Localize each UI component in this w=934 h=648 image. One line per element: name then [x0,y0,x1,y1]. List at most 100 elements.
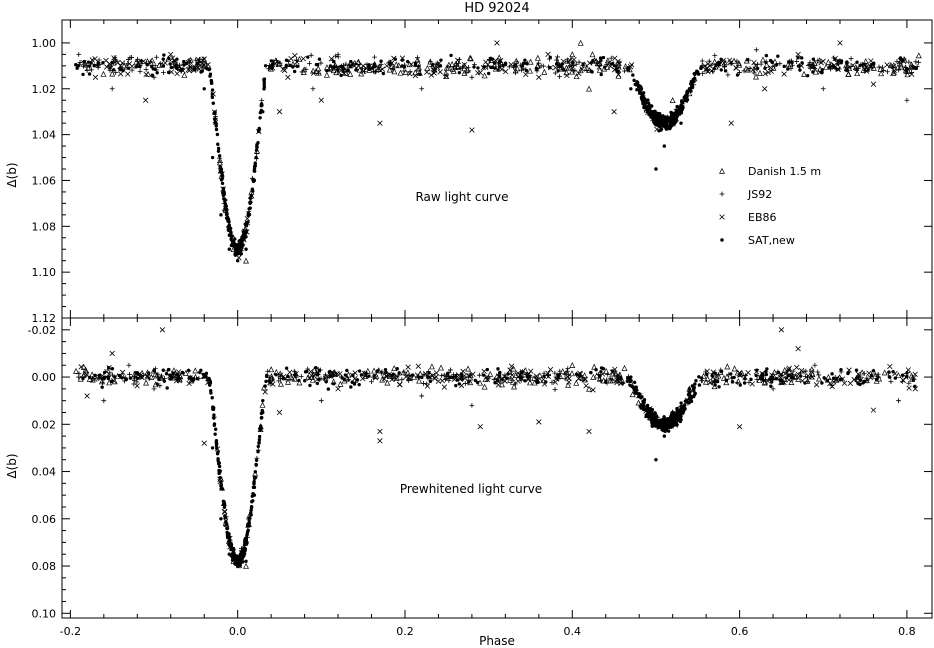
cross-marker [422,370,429,377]
dot-marker [598,56,603,60]
plus-marker [152,366,158,372]
triangle-marker [756,69,763,76]
dot-marker [782,64,786,69]
dot-marker [248,201,252,205]
triangle-marker [512,371,519,378]
cross-marker [833,376,839,382]
cross-data-point [201,440,207,446]
dot-marker [459,372,464,376]
cross-data-point [109,350,115,357]
triangle-marker [811,59,818,66]
plus-marker [333,53,339,59]
triangle-marker [804,377,811,384]
dot-data-point [261,109,265,114]
cross-marker [612,55,618,61]
dot-marker [625,376,630,380]
dot-marker [343,373,348,377]
dot-marker [506,372,510,376]
dot-marker [485,367,490,372]
plus-marker [788,66,794,71]
dot-marker [839,377,844,381]
dot-marker [738,383,742,387]
triangle-marker [557,373,564,379]
cross-marker [433,370,440,376]
dot-marker [699,65,703,70]
plus-marker [573,61,579,67]
cross-marker [104,369,110,375]
y-tick-label: -0.02 [28,324,56,337]
triangle-marker [452,64,459,71]
plus-marker [914,64,920,69]
dot-marker [472,65,476,69]
plus-marker [790,372,795,378]
triangle-marker [277,380,284,387]
cross-marker [162,60,168,66]
triangle-marker [589,51,596,58]
cross-marker [781,71,787,77]
cross-data-point [276,109,283,115]
dot-marker [259,426,263,430]
cross-marker [424,69,430,75]
cross-marker [256,128,262,135]
triangle-data-point [577,39,584,46]
dot-marker [887,375,892,379]
dot-marker [162,53,166,57]
cross-marker [83,371,90,378]
cross-marker [567,57,573,63]
dot-marker [717,385,721,389]
plus-data-point [109,86,115,92]
plus-marker [621,68,627,74]
x-tick-label: 0.8 [898,625,916,638]
legend-cross-icon [719,214,725,220]
prewhitened-light-curve-annotation: Prewhitened light curve [400,482,542,496]
dot-marker [654,417,658,421]
triangle-marker [604,57,611,64]
dot-marker [191,377,196,381]
triangle-data-point [586,85,592,92]
dot-marker [597,374,602,379]
dot-marker [165,386,169,390]
cross-marker [733,65,739,71]
dot-marker [218,470,222,474]
cross-marker [863,68,870,74]
legend-dot-icon [720,238,724,242]
dot-data-point [654,458,658,462]
plus-marker [318,60,324,66]
dot-marker [689,82,693,86]
dot-marker [253,470,258,474]
cross-marker [415,363,421,369]
cross-marker [391,55,397,61]
dot-marker [644,98,649,102]
plus-data-point [770,386,776,392]
cross-marker [171,58,177,64]
dot-marker [410,373,415,377]
triangle-marker [402,69,409,75]
triangle-marker [785,61,792,68]
dot-marker [672,112,676,117]
dot-marker [475,380,480,385]
triangle-marker [712,63,719,70]
cross-marker [352,370,358,376]
plus-marker [886,370,891,376]
cross-marker [117,71,124,77]
y-tick-label: 0.10 [32,607,57,620]
triangle-marker [603,367,610,374]
series-points-raw [76,39,910,264]
dot-marker [249,508,253,512]
cross-marker [612,366,618,373]
dot-marker [800,61,804,65]
triangle-marker [563,64,570,71]
dot-marker [655,123,660,127]
triangle-marker [877,65,884,72]
triangle-marker [415,65,422,72]
dot-marker [219,484,223,488]
dot-marker [397,371,401,375]
y-tick-label: 1.12 [32,312,57,325]
plus-data-point [151,74,157,80]
triangle-marker [277,370,284,377]
triangle-marker [371,367,378,374]
cross-marker [752,63,759,69]
dot-marker [675,406,679,411]
dot-marker [655,119,659,124]
triangle-marker [736,61,743,68]
